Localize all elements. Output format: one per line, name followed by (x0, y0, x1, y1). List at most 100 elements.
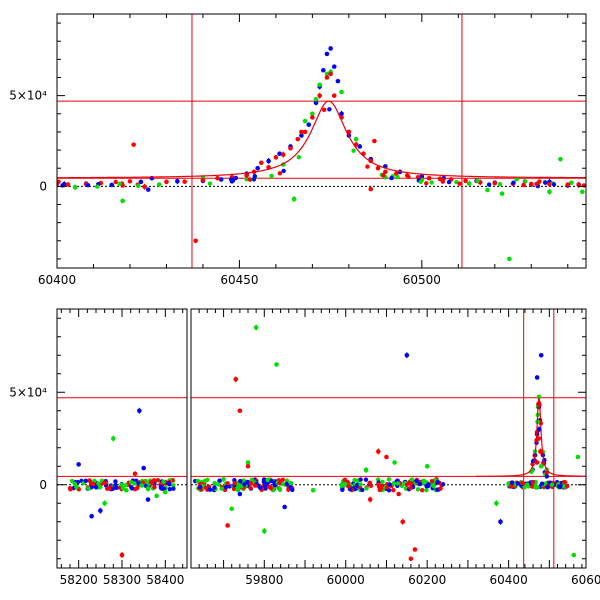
bottom-red-point-1-0 (233, 377, 239, 382)
bottom-cluster-point-1-1-93 (360, 487, 365, 493)
bottom-cluster-point-1-0-127 (288, 480, 294, 486)
bottom-cluster-point-1-0-120 (223, 484, 229, 490)
bottom-cluster-point-1-2-102 (556, 484, 562, 489)
top-ytick-label-1: 5×10⁴ (9, 89, 47, 103)
top-dense-point-46 (296, 155, 302, 160)
top-dense-point-59 (57, 179, 61, 184)
top-dense-point-26 (406, 174, 411, 180)
bottom-green-point-1-5 (310, 488, 316, 493)
bottom-cluster-point-1-2-59 (530, 484, 535, 489)
top-red-point-43 (492, 180, 498, 186)
top-green-point-7 (302, 118, 308, 124)
top-red-point-33 (375, 165, 381, 171)
top-red-point-20 (295, 136, 301, 142)
top-red-point-41 (463, 178, 468, 184)
top-green-point-27 (580, 189, 585, 195)
bottom-xtick-label-1-2: 60200 (408, 573, 446, 587)
bottom-cluster-point-1-1-10 (415, 487, 421, 492)
top-blue-point-11 (255, 165, 260, 171)
bottom-cluster-point-1-0-125 (280, 477, 286, 483)
bottom-red-point-0-2 (106, 486, 112, 491)
top-dense-point-39 (229, 179, 235, 184)
bottom-cluster-point-1-0-117 (269, 478, 274, 484)
top-blue-point-26 (357, 144, 363, 149)
top-xtick-label-0: 60400 (38, 273, 76, 287)
top-red-point-47 (565, 182, 571, 187)
top-red-point-49 (372, 138, 377, 144)
top-red-point-45 (528, 181, 534, 187)
bottom-cluster-point-1-2-70 (522, 485, 527, 490)
top-dense-point-36 (551, 182, 557, 187)
top-red-point-24 (317, 93, 322, 98)
bottom-cluster-point-1-0-97 (216, 482, 221, 487)
top-red-point-38 (426, 175, 432, 181)
bottom-green-point-1-4 (245, 460, 251, 465)
bottom-cluster-point-0-0-58 (120, 486, 126, 491)
top-blue-point-30 (419, 174, 425, 179)
bottom-cluster-point-0-0-61 (96, 481, 101, 486)
bottom-cluster-point-1-1-117 (417, 481, 423, 487)
bottom-blue-point-1-4 (538, 352, 544, 358)
top-dense-point-37 (429, 180, 434, 185)
top-dense-point-18 (281, 168, 286, 174)
bottom-cluster-point-0-0-73 (119, 482, 124, 487)
top-dense-point-20 (440, 177, 445, 182)
top-dense-point-47 (127, 179, 133, 184)
bottom-red-point-1-7 (408, 556, 414, 562)
bottom-cluster-point-1-0-77 (231, 486, 237, 492)
top-dense-point-38 (365, 164, 370, 169)
bottom-cluster-point-0-0-112 (72, 481, 77, 486)
bottom-cluster-point-0-0-111 (129, 486, 135, 491)
bottom-cluster-point-1-0-105 (261, 477, 267, 482)
top-blue-point-20 (324, 51, 330, 57)
bottom-cluster-point-0-0-106 (145, 485, 151, 491)
top-green-point-24 (547, 189, 552, 195)
bottom-blue-point-1-3 (498, 519, 503, 525)
bottom-peak-point-19 (536, 394, 542, 399)
top-green-point-14 (353, 136, 359, 142)
top-green-point-0 (72, 184, 78, 190)
top-dense-point-52 (95, 184, 100, 189)
bottom-cluster-point-1-1-115 (358, 482, 363, 487)
bottom-panel: 58200 58300 58400 59800 60000 60200 60400 6060 0… (9, 308, 600, 587)
top-dense-point-21 (85, 182, 91, 188)
bottom-cluster-point-0-0-108 (167, 482, 172, 487)
top-blue-point-22 (331, 64, 337, 69)
bottom-cluster-point-0-0-52 (171, 483, 176, 488)
top-dense-point-56 (521, 182, 526, 188)
bottom-red-point-1-10 (245, 463, 251, 469)
top-green-point-9 (313, 96, 319, 102)
bottom-cluster-point-1-1-120 (424, 483, 429, 489)
bottom-red-point-1-13 (534, 460, 540, 465)
bottom-cluster-point-1-1-19 (386, 477, 392, 482)
bottom-cluster-point-1-0-110 (277, 480, 282, 486)
top-green-point-11 (324, 71, 330, 77)
top-green-point-22 (514, 176, 519, 182)
bottom-cluster-point-1-2-90 (515, 481, 521, 486)
top-dense-point-29 (247, 177, 252, 182)
bottom-cluster-point-1-1-8 (419, 487, 425, 493)
top-blue-point-21 (328, 46, 333, 51)
bottom-cluster-point-1-0-10 (284, 478, 290, 483)
top-red-point-18 (280, 152, 286, 157)
bottom-red-point-1-11 (536, 436, 542, 441)
bottom-cluster-point-1-1-97 (352, 477, 357, 483)
bottom-cluster-point-1-0-107 (248, 485, 253, 491)
top-dense-point-40 (475, 178, 480, 184)
top-blue-point-23 (335, 78, 341, 84)
bottom-xtick-label-0-0: 58200 (60, 573, 98, 587)
bottom-cluster-point-1-2-89 (530, 480, 535, 485)
top-dense-point-1 (207, 181, 213, 186)
top-blue-point-6 (175, 178, 180, 184)
bottom-plot-area-1 (191, 309, 586, 568)
top-red-point-25 (324, 75, 330, 80)
bottom-cluster-point-1-1-129 (435, 479, 441, 485)
bottom-cluster-point-1-1-31 (424, 487, 429, 493)
top-dense-point-54 (446, 179, 452, 185)
bottom-cluster-point-1-1-51 (363, 477, 369, 482)
bottom-green-point-0-3 (102, 500, 107, 506)
top-blue-point-24 (339, 111, 344, 117)
bottom-cluster-point-1-2-93 (545, 484, 551, 490)
bottom-red-point-1-1 (237, 408, 243, 414)
